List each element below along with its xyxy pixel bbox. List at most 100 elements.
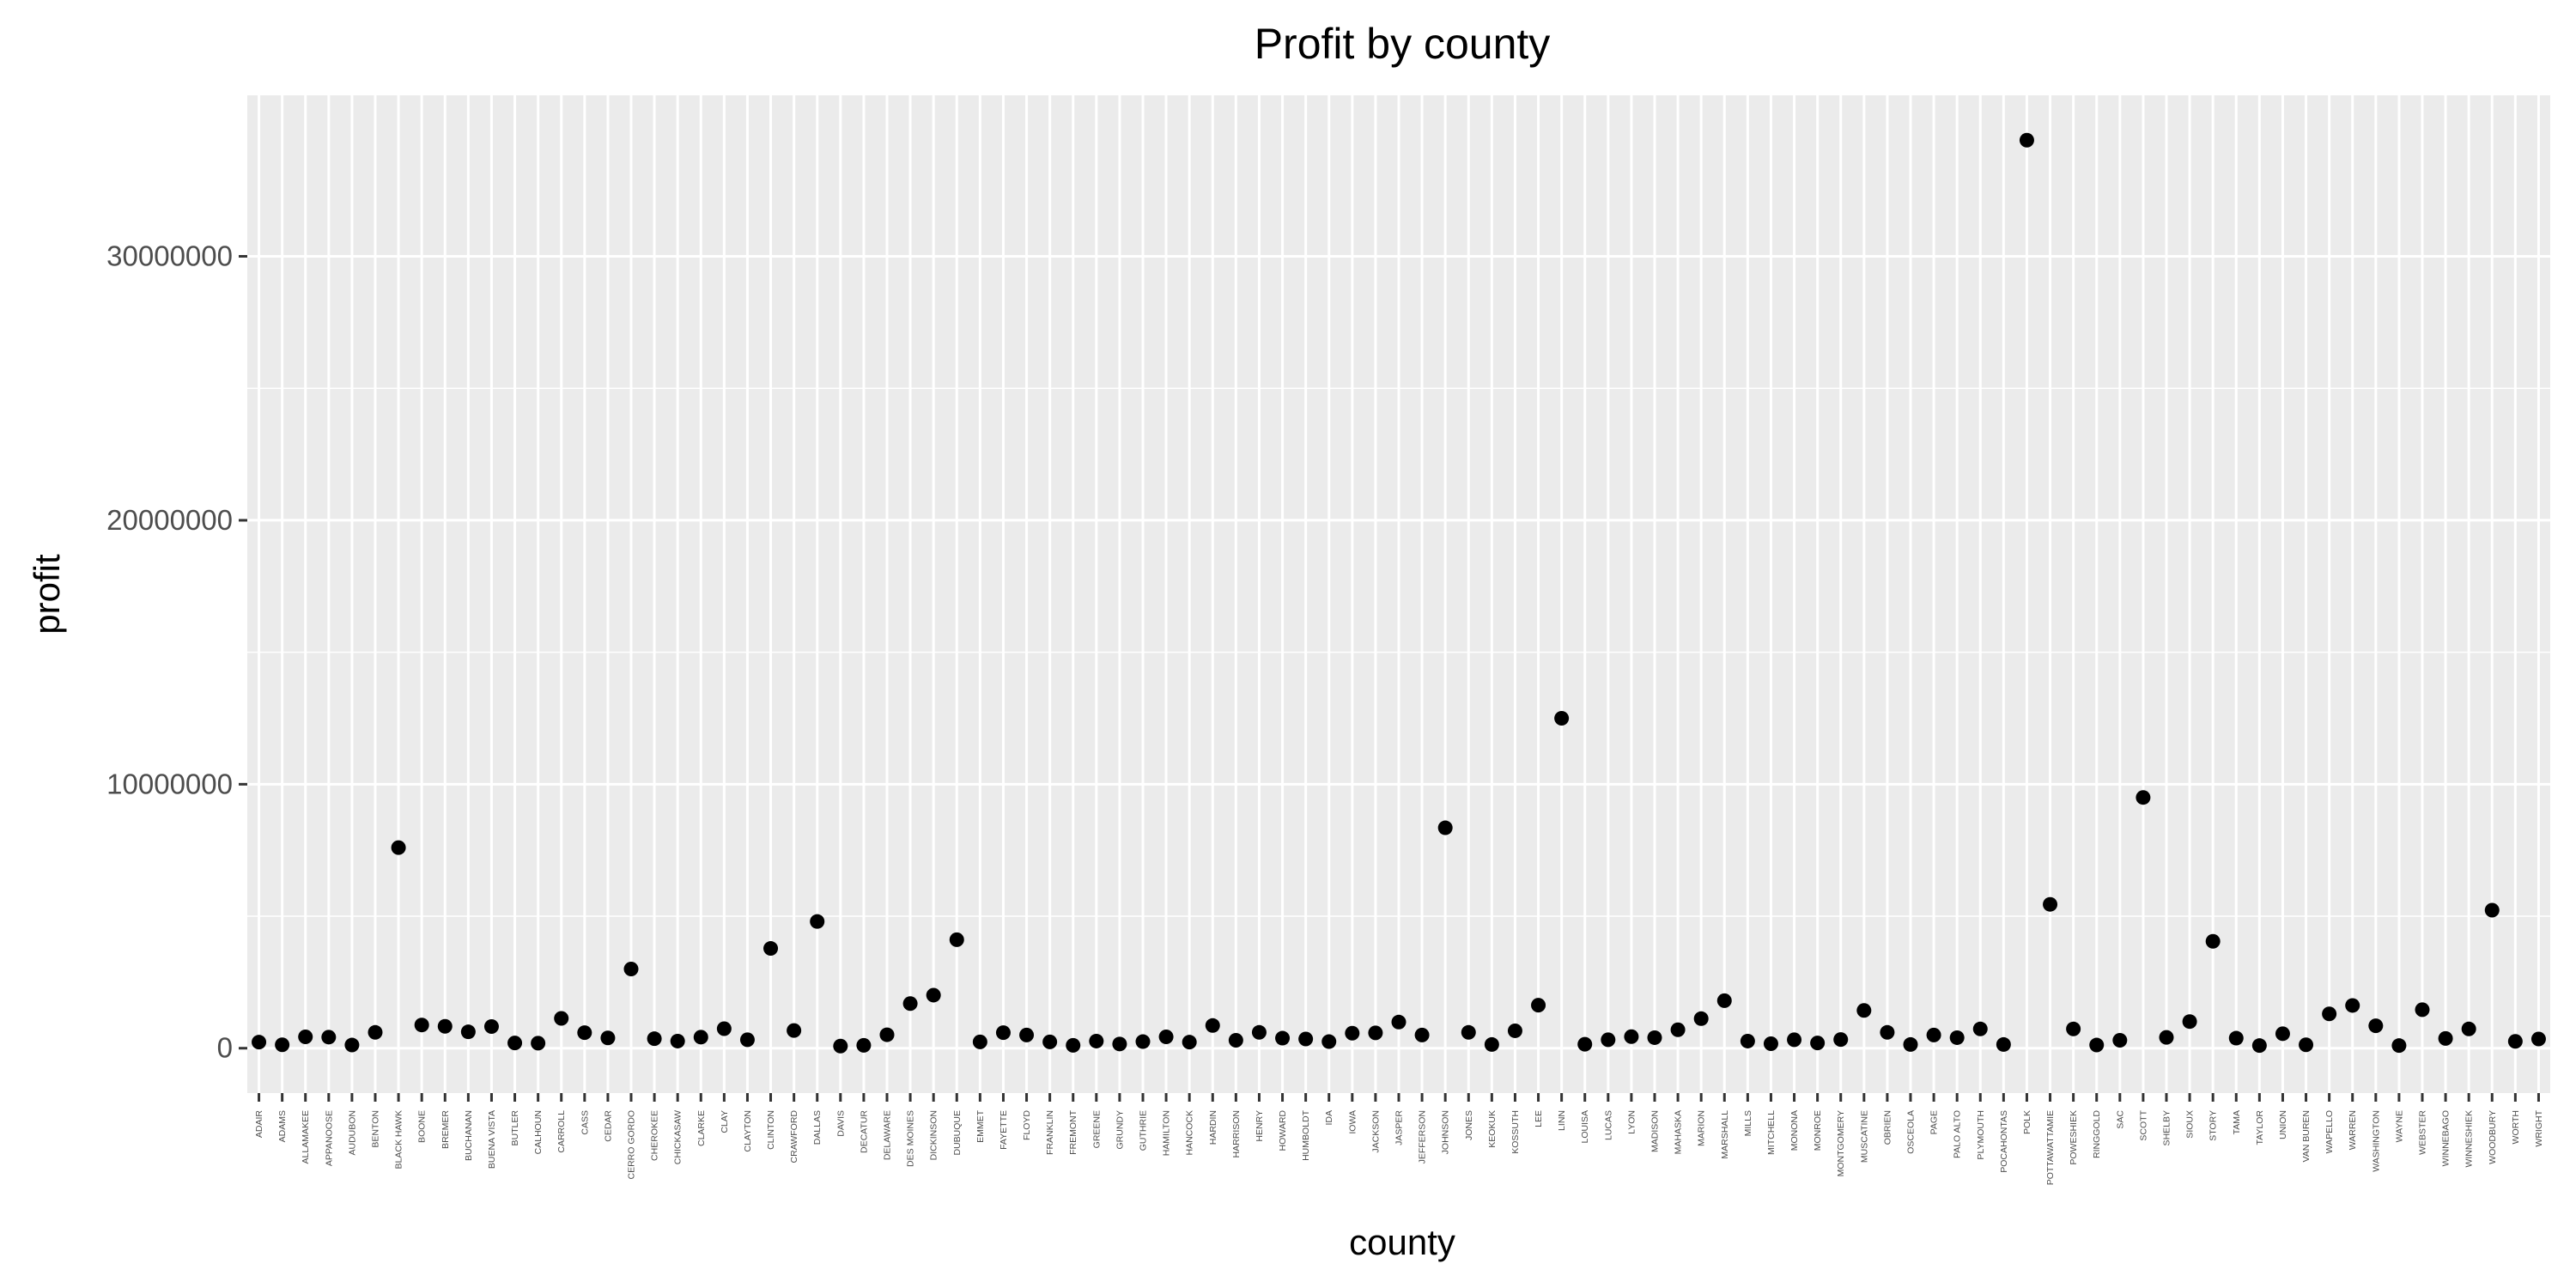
x-tick-label: CERRO GORDO: [627, 1110, 637, 1180]
data-point: [1066, 1037, 1081, 1053]
x-tick-label: DALLAS: [812, 1110, 823, 1145]
data-point: [2391, 1038, 2407, 1054]
x-tick-label: MARION: [1697, 1110, 1707, 1146]
y-tick-label: 30000000: [106, 240, 233, 272]
data-point: [321, 1030, 337, 1045]
x-tick-label: SHELBY: [2162, 1110, 2172, 1145]
data-point: [1531, 998, 1546, 1013]
data-point: [2251, 1038, 2267, 1054]
x-tick-label: MILLS: [1743, 1110, 1753, 1136]
x-tick-label: MONTGOMERY: [1836, 1110, 1846, 1176]
data-point: [1507, 1023, 1522, 1038]
data-point: [1019, 1027, 1035, 1042]
data-point: [1903, 1036, 1918, 1052]
x-tick-label: MONROE: [1813, 1110, 1823, 1151]
x-tick-label: JASPER: [1394, 1110, 1405, 1145]
x-tick-label: CHEROKEE: [650, 1110, 660, 1161]
x-tick-label: LEE: [1534, 1110, 1544, 1127]
x-tick-label: MAHASKA: [1674, 1110, 1684, 1154]
x-tick-label: KOSSUTH: [1510, 1110, 1521, 1154]
x-tick-label: POTTAWATTAMIE: [2045, 1110, 2056, 1185]
data-point: [344, 1037, 360, 1053]
data-point: [1577, 1036, 1593, 1052]
data-point: [1787, 1032, 1802, 1048]
data-point: [1880, 1024, 1895, 1040]
x-tick-label: IOWA: [1347, 1110, 1358, 1134]
data-point: [1763, 1036, 1778, 1052]
x-tick-label: CLAYTON: [743, 1110, 753, 1152]
x-tick-label: WAYNE: [2394, 1110, 2404, 1142]
data-point: [1554, 710, 1570, 726]
data-point: [414, 1018, 429, 1033]
x-tick-label: POLK: [2022, 1110, 2032, 1134]
data-point: [1716, 993, 1732, 1008]
x-tick-label: LUCAS: [1603, 1110, 1613, 1140]
data-point: [1740, 1033, 1755, 1048]
data-point: [483, 1019, 499, 1035]
x-tick-label: WINNEBAGO: [2441, 1110, 2451, 1166]
x-tick-label: CLINTON: [766, 1110, 776, 1150]
data-point: [1972, 1021, 1988, 1036]
x-tick-label: BENTON: [371, 1110, 381, 1148]
data-point: [1089, 1033, 1104, 1048]
x-tick-label: HUMBOLDT: [1301, 1109, 1311, 1161]
data-point: [1135, 1034, 1151, 1049]
x-tick-label: HARDIN: [1208, 1110, 1218, 1145]
data-point: [2415, 1002, 2430, 1018]
data-point: [2322, 1006, 2337, 1022]
data-point: [1112, 1036, 1127, 1052]
data-point: [1926, 1027, 1941, 1042]
x-tick-label: DAVIS: [835, 1110, 846, 1137]
chart-title: Profit by county: [1255, 20, 1551, 68]
data-point: [810, 914, 825, 929]
x-tick-label: JONES: [1464, 1110, 1474, 1140]
x-tick-label: CASS: [580, 1110, 590, 1135]
x-tick-label: VAN BUREN: [2301, 1110, 2312, 1162]
data-point: [1321, 1034, 1337, 1049]
data-point: [1437, 820, 1453, 835]
x-tick-label: EMMET: [975, 1109, 986, 1143]
data-point: [2112, 1033, 2128, 1048]
x-tick-label: TAYLOR: [2255, 1110, 2265, 1145]
x-tick-label: ALLAMAKEE: [301, 1110, 311, 1163]
y-axis: 0 10000000 20000000 30000000: [106, 240, 247, 1064]
data-point: [2043, 896, 2058, 912]
x-tick-label: WASHINGTON: [2371, 1110, 2381, 1172]
x-tick-label: HARRISON: [1231, 1110, 1242, 1157]
data-point: [926, 987, 941, 1003]
data-point: [1624, 1029, 1639, 1044]
x-tick-label: WEBSTER: [2418, 1110, 2428, 1155]
x-tick-label: CEDAR: [603, 1110, 613, 1142]
y-tick-label: 20000000: [106, 504, 233, 536]
data-point: [368, 1024, 383, 1040]
x-tick-label: DICKINSON: [929, 1110, 939, 1160]
data-point: [2205, 933, 2221, 949]
x-tick-label: BUENA VISTA: [487, 1110, 497, 1169]
data-point: [879, 1027, 895, 1042]
x-tick-label: KEOKUK: [1487, 1110, 1498, 1148]
x-tick-label: ADAMS: [277, 1110, 288, 1142]
x-tick-label: WAPELLO: [2324, 1110, 2335, 1153]
x-tick-label: AUDUBON: [347, 1110, 357, 1156]
data-point: [1484, 1036, 1499, 1052]
data-points: [252, 132, 2546, 1054]
x-tick-label: SCOTT: [2138, 1109, 2148, 1140]
x-tick-label: RINGGOLD: [2092, 1110, 2102, 1158]
x-tick-label: HAMILTON: [1162, 1110, 1172, 1156]
x-tick-label: HANCOCK: [1185, 1110, 1195, 1156]
data-point: [1949, 1030, 1965, 1045]
x-tick-label: TAMA: [2232, 1110, 2242, 1134]
data-point: [1251, 1024, 1267, 1040]
x-tick-label: SAC: [2115, 1110, 2125, 1129]
x-tick-label: WINNESHIEK: [2464, 1110, 2475, 1168]
data-point: [1275, 1030, 1291, 1046]
data-point: [1810, 1036, 1826, 1051]
data-point: [1856, 1003, 1872, 1018]
data-point: [2345, 998, 2360, 1013]
x-tick-label: OBRIEN: [1882, 1110, 1893, 1145]
data-point: [1228, 1033, 1243, 1048]
x-tick-label: JEFFERSON: [1418, 1110, 1428, 1163]
data-point: [1693, 1011, 1709, 1026]
x-tick-label: WARREN: [2348, 1110, 2358, 1150]
data-point: [1158, 1030, 1174, 1045]
